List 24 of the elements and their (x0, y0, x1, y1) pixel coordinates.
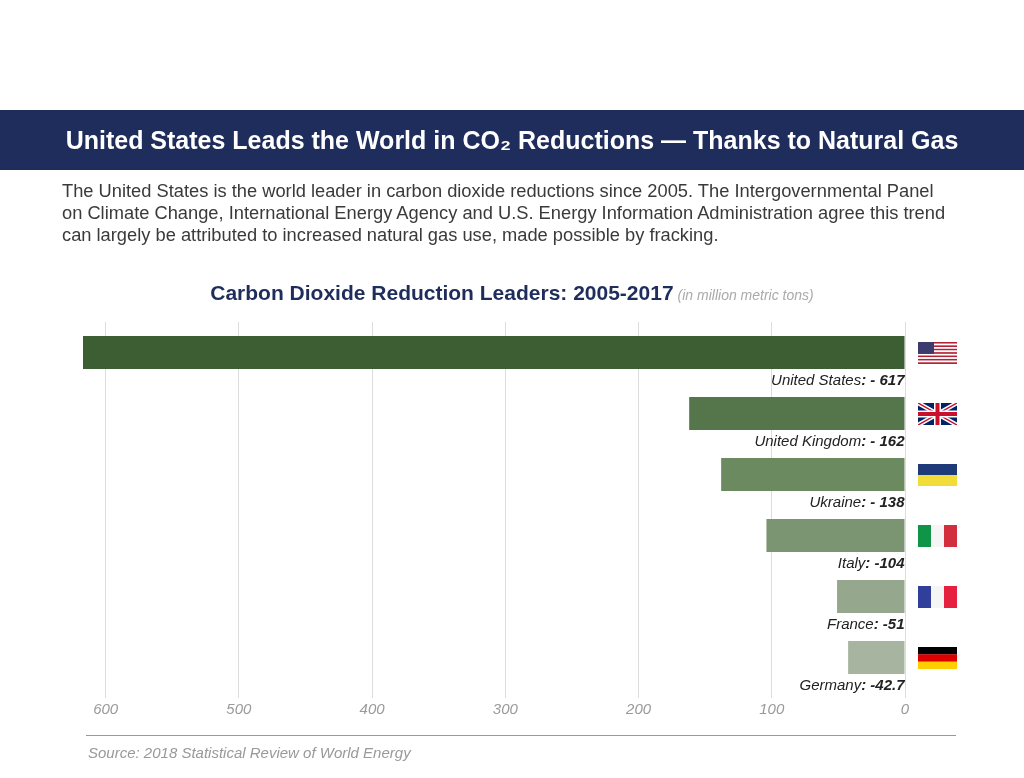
y-tick-label: Italy (837, 553, 867, 571)
y-tick-label: France (826, 614, 874, 632)
data-label: : -104 (865, 553, 906, 571)
text: Carbon Dioxide Reduction Leaders: 2005-2017 (210, 281, 674, 304)
data-label: : -51 (873, 614, 905, 632)
x-tick-label: 200 (625, 700, 652, 718)
data-label: : - 162 (861, 431, 906, 449)
x-tick-label: 0 (900, 700, 910, 718)
y-tick-label: Ukraine (809, 492, 862, 510)
x-tick-label: 600 (93, 700, 119, 718)
text: (in million metric tons) (677, 287, 814, 303)
data-label: : - 138 (861, 492, 906, 510)
source-note: Source: 2018 Statistical Review of World Energy (88, 744, 411, 761)
chart-subtitle: The United States is the world leader in carbon dioxide reductions since 2005. The Intergovernmental Panel on Climate Change, International Energy Agency and U.S. Energy Information Administration agree this trend can largely be attributed to increased natural gas use, made possible by fracking. (62, 180, 947, 246)
x-tick-label: 500 (226, 700, 253, 718)
x-tick-label: 100 (759, 700, 785, 718)
x-tick-label: 400 (359, 700, 386, 718)
chart-title: United States Leads the World in CO₂ Reductions — Thanks to Natural Gas (65, 125, 959, 155)
data-label: : -42.7 (861, 675, 906, 693)
data-label: : - 617 (861, 370, 906, 388)
y-tick-label: United Kingdom (754, 431, 862, 449)
y-tick-label: United States (771, 370, 862, 388)
y-tick-label: Germany (799, 675, 863, 693)
x-tick-label: 300 (492, 700, 519, 718)
